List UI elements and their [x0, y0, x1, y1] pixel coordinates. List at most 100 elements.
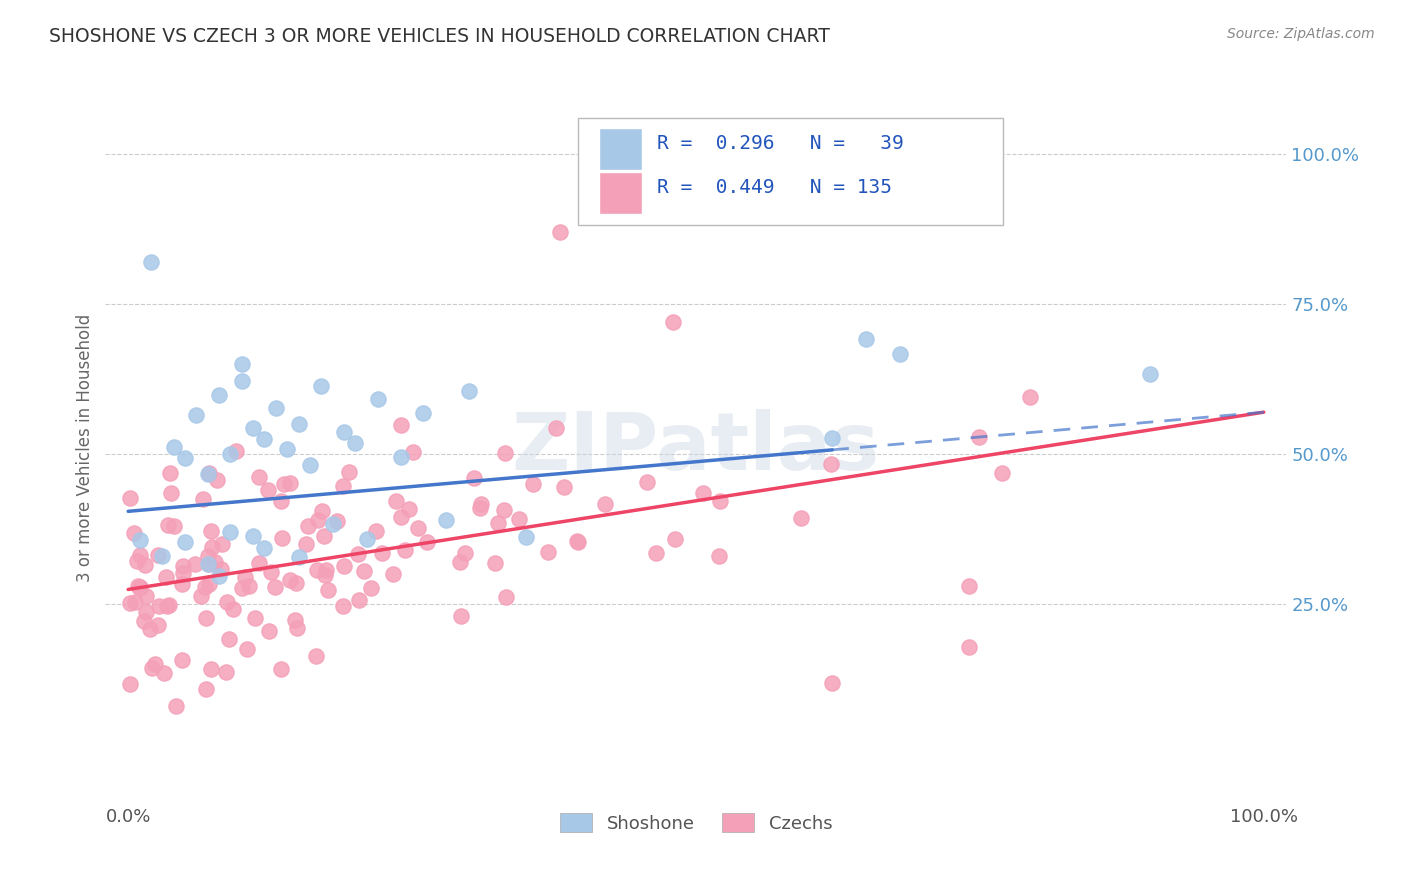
FancyBboxPatch shape [599, 128, 641, 169]
Point [565, 533, 588, 548]
Point [186, 409, 208, 423]
Point [1139, 367, 1161, 381]
Point [129, 581, 152, 595]
Point [198, 467, 221, 481]
Point [236, 641, 259, 656]
Point [243, 611, 266, 625]
Point [360, 581, 382, 595]
Point [174, 535, 197, 549]
Point [219, 525, 242, 540]
Text: ZIPatlas: ZIPatlas [512, 409, 880, 487]
Point [412, 406, 434, 420]
Point [170, 653, 193, 667]
Point [567, 535, 589, 549]
Text: R =  0.296   N =   39: R = 0.296 N = 39 [657, 134, 904, 153]
Point [315, 563, 337, 577]
Point [264, 580, 287, 594]
Point [394, 543, 416, 558]
Point [287, 417, 309, 432]
Point [284, 613, 307, 627]
Point [165, 698, 187, 713]
Point [298, 458, 321, 473]
Point [990, 466, 1012, 480]
Point [257, 624, 280, 639]
Point [197, 558, 219, 572]
Point [1018, 390, 1040, 404]
Point [389, 417, 412, 432]
Point [957, 640, 980, 654]
Point [215, 665, 238, 679]
Point [385, 493, 408, 508]
Point [207, 473, 229, 487]
Point [127, 579, 149, 593]
Point [273, 476, 295, 491]
Point [170, 576, 193, 591]
Point [221, 602, 243, 616]
Point [381, 566, 404, 581]
Point [122, 526, 145, 541]
Point [264, 401, 287, 416]
Point [242, 421, 264, 435]
Point [790, 511, 813, 525]
Point [128, 533, 150, 548]
Point [295, 537, 318, 551]
Point [148, 599, 170, 613]
Point [821, 431, 844, 445]
Point [194, 611, 217, 625]
Point [309, 379, 332, 393]
Point [821, 675, 844, 690]
Point [344, 436, 367, 450]
Point [364, 524, 387, 538]
Point [162, 440, 184, 454]
Point [307, 513, 329, 527]
Point [709, 494, 731, 508]
Point [208, 568, 231, 582]
Point [118, 491, 141, 505]
Point [257, 483, 280, 497]
Point [367, 392, 389, 407]
Point [242, 529, 264, 543]
Point [402, 445, 425, 459]
Point [488, 516, 510, 531]
Point [408, 521, 430, 535]
Point [157, 598, 180, 612]
Point [276, 442, 298, 457]
Point [305, 563, 328, 577]
Point [820, 458, 842, 472]
Point [194, 681, 217, 696]
Point [200, 524, 222, 538]
Point [470, 501, 492, 516]
Point [139, 622, 162, 636]
Point [855, 332, 877, 346]
Point [219, 447, 242, 461]
Point [135, 589, 157, 603]
Point [544, 421, 567, 435]
Point [371, 546, 394, 560]
Point [332, 599, 354, 613]
Point [253, 433, 276, 447]
Point [297, 519, 319, 533]
Point [134, 558, 156, 572]
Point [271, 531, 294, 545]
Point [333, 425, 356, 440]
Point [515, 530, 537, 544]
Point [322, 516, 344, 531]
Point [470, 497, 492, 511]
Point [145, 657, 167, 671]
Point [285, 621, 308, 635]
Point [247, 470, 270, 484]
Point [260, 565, 283, 579]
Point [150, 549, 173, 564]
Point [316, 583, 339, 598]
Point [156, 599, 179, 613]
Point [553, 480, 575, 494]
Point [537, 545, 560, 559]
Point [211, 537, 233, 551]
Point [118, 596, 141, 610]
Point [141, 661, 163, 675]
Point [312, 529, 335, 543]
Point [225, 444, 247, 458]
Point [247, 556, 270, 570]
Point [389, 450, 412, 465]
Point [201, 541, 224, 555]
